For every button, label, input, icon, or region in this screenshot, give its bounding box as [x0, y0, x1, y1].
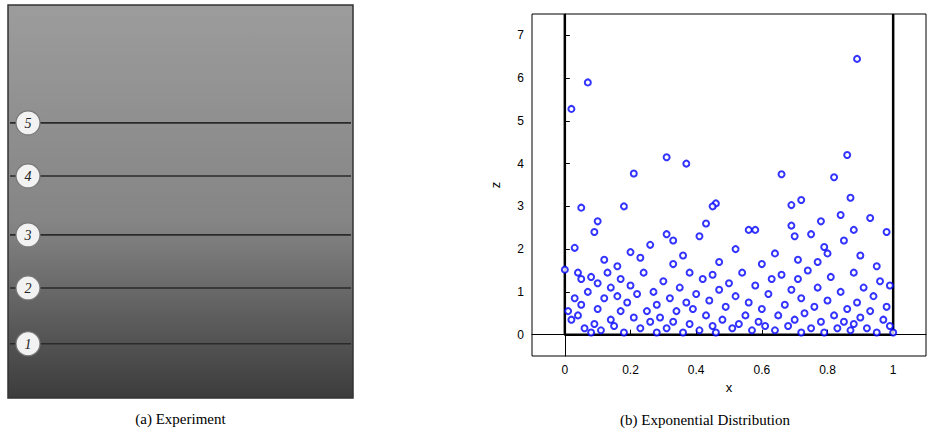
svg-text:0.2: 0.2 — [622, 363, 639, 377]
svg-text:0.8: 0.8 — [819, 363, 836, 377]
svg-text:5: 5 — [517, 114, 524, 128]
svg-text:1: 1 — [890, 363, 897, 377]
svg-text:x: x — [726, 380, 733, 395]
svg-text:7: 7 — [517, 28, 524, 42]
svg-text:0.4: 0.4 — [688, 363, 705, 377]
svg-text:6: 6 — [517, 71, 524, 85]
svg-text:5: 5 — [25, 116, 32, 131]
svg-text:1: 1 — [25, 337, 32, 352]
svg-text:z: z — [488, 182, 503, 189]
svg-text:3: 3 — [517, 199, 524, 213]
svg-text:2: 2 — [25, 281, 32, 296]
svg-text:(a) Experiment: (a) Experiment — [135, 411, 226, 428]
svg-text:4: 4 — [25, 169, 32, 184]
svg-text:3: 3 — [24, 228, 32, 243]
svg-text:0: 0 — [561, 363, 568, 377]
svg-text:(b) Exponential Distribution: (b) Exponential Distribution — [620, 412, 790, 429]
svg-text:2: 2 — [517, 242, 524, 256]
svg-text:1: 1 — [517, 285, 524, 299]
svg-text:0: 0 — [517, 328, 524, 342]
svg-text:4: 4 — [517, 157, 524, 171]
svg-text:0.6: 0.6 — [753, 363, 770, 377]
